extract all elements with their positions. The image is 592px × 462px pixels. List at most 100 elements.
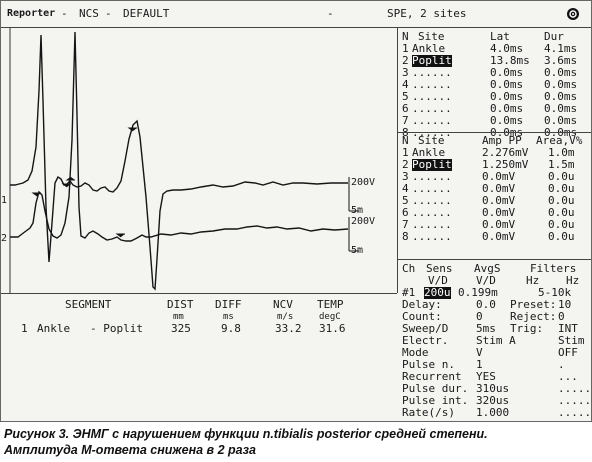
marker-arrow-2c (127, 127, 137, 132)
amp-row-site[interactable]: ...... (412, 170, 452, 183)
setting-value[interactable]: YES (476, 370, 496, 383)
setting-label-2: Preset: (510, 298, 557, 311)
setting-value[interactable]: 310us (476, 382, 510, 395)
amplitude-row[interactable]: 1 Ankle 2.276mV 1.0m (398, 147, 591, 159)
amp-row-area: 0.0u (548, 194, 575, 207)
setting-value[interactable]: V (476, 346, 483, 359)
scale-2-time: 5m (351, 245, 364, 256)
settings-row[interactable]: Pulse int. 320us..... (398, 395, 591, 407)
settings-row[interactable]: Mode V OFF (398, 347, 591, 359)
setting-value[interactable]: 1 (476, 358, 483, 371)
segment-row-ncv: 33.2 (275, 322, 302, 335)
setting-value[interactable]: 1.000 (476, 406, 510, 419)
amplitude-row[interactable]: 5...... 0.0mV 0.0u (398, 195, 591, 207)
lat-h-dur: Dur (544, 30, 564, 43)
amp-row-site[interactable]: ...... (412, 182, 452, 195)
setting-value-2[interactable]: ..... (558, 382, 592, 395)
lat-row-site[interactable]: ...... (412, 102, 452, 115)
setting-value-2[interactable]: ... (558, 370, 578, 383)
lat-row-lat: 4.0ms (490, 42, 524, 55)
lat-row-site[interactable]: ...... (412, 114, 452, 127)
latency-row[interactable]: 1 Ankle 4.0ms 4.1ms (398, 43, 591, 55)
amp-row-area: 0.0u (548, 206, 575, 219)
lat-row-site[interactable]: ...... (412, 66, 452, 79)
latency-row[interactable]: 5...... 0.0ms 0.0ms (398, 91, 591, 103)
settings-row[interactable]: Count: 0 Reject: 0 (398, 311, 591, 323)
setting-value[interactable]: 320us (476, 394, 510, 407)
setting-value-2[interactable]: OFF (558, 346, 578, 359)
settings-row[interactable]: Pulse n. 1. (398, 359, 591, 371)
set-h-hz1: Hz (526, 274, 540, 287)
lat-row-dur: 4.1ms (544, 42, 578, 55)
amp-row-site[interactable]: Ankle (412, 146, 446, 159)
segment-row-diff: 9.8 (221, 322, 241, 335)
amplitude-row[interactable]: 4...... 0.0mV 0.0u (398, 183, 591, 195)
amp-row-num: 3 (402, 170, 409, 183)
setting-label: Delay: (402, 298, 442, 311)
amp-row-site[interactable]: ...... (412, 206, 452, 219)
amplitude-row[interactable]: 2 Poplit 1.250mV 1.5m (398, 159, 591, 171)
settings-row[interactable]: Delay: 0.0 Preset: 10 (398, 299, 591, 311)
col-header-ncv: NCV (273, 298, 293, 311)
amplitude-table: N Site Amp PP Area,V% 1 Ankle 2.276mV 1.0m 2… (398, 135, 591, 243)
marker-arrow-2a (65, 176, 75, 181)
setting-label: Mode (402, 346, 429, 359)
amp-row-amp: 0.0mV (482, 170, 516, 183)
settings-row[interactable]: Sweep/D 5ms Trig: INT (398, 323, 591, 335)
amplitude-row[interactable]: 3...... 0.0mV 0.0u (398, 171, 591, 183)
setting-value-2[interactable]: ..... (558, 406, 592, 419)
setting-value[interactable]: Stim A (476, 334, 516, 347)
latency-row[interactable]: 7...... 0.0ms 0.0ms (398, 115, 591, 127)
scale-1-time: 5m (351, 205, 364, 216)
channel-row[interactable]: #1 200u 0.199m 5-10k (398, 287, 591, 299)
setting-label: Recurrent (402, 370, 462, 383)
settings-row[interactable]: Pulse dur. 310us..... (398, 383, 591, 395)
amplitude-row[interactable]: 6...... 0.0mV 0.0u (398, 207, 591, 219)
setting-value[interactable]: 0 (476, 310, 483, 323)
setting-value-2[interactable]: Stim B (558, 334, 585, 347)
setting-value-2[interactable]: . (558, 358, 565, 371)
amplitude-row[interactable]: 8...... 0.0mV 0.0u (398, 231, 591, 243)
channel-avgs[interactable]: 0.199m (458, 286, 498, 299)
settings-row[interactable]: Electr. Stim A Stim B (398, 335, 591, 347)
lat-h-site: Site (418, 30, 445, 43)
amplitude-row[interactable]: 7...... 0.0mV 0.0u (398, 219, 591, 231)
setting-value-2[interactable]: 0 (558, 310, 565, 323)
lat-row-site[interactable]: ...... (412, 78, 452, 91)
setting-value-2[interactable]: ..... (558, 394, 592, 407)
lat-row-site[interactable]: ...... (412, 90, 452, 103)
amp-h-area: Area,V% (536, 134, 583, 147)
channel-sens[interactable]: 200u (424, 286, 451, 299)
amplitude-header: N Site Amp PP Area,V% (398, 135, 591, 147)
unit-dist: mm (173, 312, 184, 322)
amp-row-site[interactable]: ...... (412, 194, 452, 207)
channel-filter[interactable]: 5-10k (538, 286, 572, 299)
divider-2 (398, 259, 591, 260)
settings-panel: Ch Sens AvgS Filters V/D V/D Hz Hz #1 20… (398, 263, 591, 419)
amp-row-num: 8 (402, 230, 409, 243)
latency-row[interactable]: 4...... 0.0ms 0.0ms (398, 79, 591, 91)
amp-row-site[interactable]: Poplit (412, 158, 452, 171)
settings-row[interactable]: Rate(/s) 1.000..... (398, 407, 591, 419)
lat-row-dur: 0.0ms (544, 66, 578, 79)
amp-row-area: 1.5m (548, 158, 575, 171)
amp-row-site[interactable]: ...... (412, 230, 452, 243)
latency-row[interactable]: 2 Poplit 13.8ms 3.6ms (398, 55, 591, 67)
setting-value-2[interactable]: 10 (558, 298, 572, 311)
set-h-sens: Sens (426, 262, 453, 275)
setting-label: Pulse n. (402, 358, 455, 371)
lat-row-site[interactable]: Poplit (412, 54, 452, 67)
setting-label-2: Reject: (510, 310, 557, 323)
waveform-plot[interactable]: 1 2 200V 5m 200V 5m (1, 27, 398, 293)
lat-row-site[interactable]: Ankle (412, 42, 446, 55)
latency-row[interactable]: 6...... 0.0ms 0.0ms (398, 103, 591, 115)
amp-row-site[interactable]: ...... (412, 218, 452, 231)
setting-value-2[interactable]: INT (558, 322, 578, 335)
settings-row[interactable]: Recurrent YES... (398, 371, 591, 383)
lat-row-num: 2 (402, 54, 409, 67)
record-circle-icon[interactable] (566, 7, 580, 21)
lat-row-dur: 0.0ms (544, 114, 578, 127)
latency-row[interactable]: 3...... 0.0ms 0.0ms (398, 67, 591, 79)
setting-value[interactable]: 5ms (476, 322, 496, 335)
setting-value[interactable]: 0.0 (476, 298, 496, 311)
